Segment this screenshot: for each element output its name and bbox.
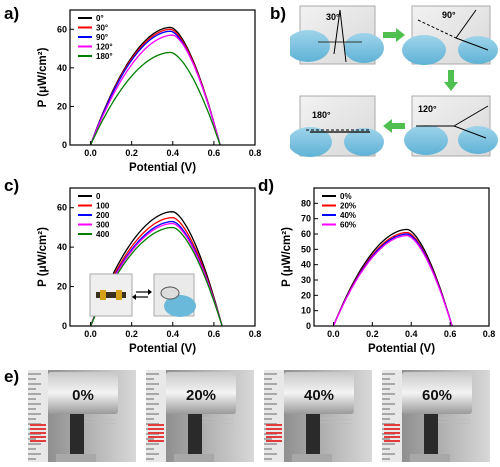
bend-photo-30: 30° (290, 5, 384, 65)
series-line-3 (332, 234, 453, 327)
strain-label: 20% (186, 387, 216, 404)
series-line-4 (90, 51, 221, 146)
legend-label: 400 (96, 230, 110, 239)
y-tick-label: 50 (301, 244, 311, 254)
stretch-photo-0: 0% (28, 370, 136, 462)
bend-angle-label: 30° (326, 12, 340, 22)
panel-label-b: b) (270, 4, 287, 23)
series-line-3 (89, 34, 221, 146)
x-tick-label: 0.8 (249, 329, 262, 339)
arrow-left-icon (132, 294, 136, 300)
y-tick-label: 20 (57, 101, 67, 111)
x-tick-label: 0.6 (444, 329, 457, 339)
y-axis-title: P (μW/cm²) (37, 227, 49, 287)
x-tick-label: 0.8 (249, 148, 262, 158)
x-tick-label: 0.0 (84, 329, 97, 339)
chart-c: 0.0 0.2 0.4 0.6 0.8 0 20 40 60 Potential (V) P (μW… (37, 187, 262, 355)
legend-label: 90° (96, 33, 108, 42)
strain-label: 0% (72, 387, 94, 404)
legend-label: 40% (340, 211, 356, 220)
chart-d: 0.0 0.2 0.4 0.6 0.8 0 10 20 30 40 50 60 70 80 Potentia… (281, 187, 496, 355)
x-tick-label: 0.2 (125, 148, 138, 158)
series-line-0 (332, 228, 453, 327)
x-tick-label: 0.6 (208, 148, 221, 158)
y-axis-title: P (μW/cm²) (37, 47, 49, 107)
series-line-1 (332, 231, 453, 327)
y-tick-label: 0 (62, 140, 67, 150)
bend-photo-90: 90° (402, 5, 498, 65)
y-tick-label: 10 (301, 306, 311, 316)
strain-label: 60% (422, 387, 452, 404)
strain-label: 40% (304, 387, 334, 404)
x-tick-label: 0.8 (483, 329, 496, 339)
legend-label: 60% (340, 221, 356, 230)
y-tick-label: 60 (57, 24, 67, 34)
y-tick-label: 40 (301, 260, 311, 270)
arrow-right-icon (383, 28, 405, 42)
y-tick-label: 60 (301, 229, 311, 239)
y-tick-label: 20 (57, 282, 67, 292)
y-tick-label: 70 (301, 214, 311, 224)
y-tick-label: 20 (301, 290, 311, 300)
panel-label-c: c) (4, 176, 20, 195)
chart-a: 0.0 0.2 0.4 0.6 0.8 0 20 40 60 Potential (V) P (μW… (37, 9, 262, 174)
panel-label-d: d) (258, 176, 275, 195)
stretch-photo-3: 60% (382, 370, 490, 462)
bend-angle-label: 180° (312, 110, 331, 120)
panel-label-a: a) (4, 4, 20, 23)
x-tick-label: 0.4 (405, 329, 418, 339)
legend-label: 0° (96, 14, 104, 23)
bend-photo-180: 180° (290, 95, 384, 157)
plot-frame (313, 187, 490, 327)
device-inset (89, 273, 196, 317)
legend-label: 0% (340, 192, 352, 201)
y-tick-label: 0 (306, 321, 311, 331)
x-tick-label: 0.0 (84, 148, 97, 158)
legend-label: 30° (96, 24, 108, 33)
legend-label: 300 (96, 221, 110, 230)
bend-angle-label: 90° (442, 10, 456, 20)
legend-label: 20% (340, 202, 356, 211)
stretch-photo-2: 40% (264, 370, 372, 462)
y-tick-label: 40 (57, 63, 67, 73)
x-axis-title: Potential (V) (129, 343, 196, 355)
y-tick-label: 40 (57, 242, 67, 252)
x-axis-title: Potential (V) (368, 343, 435, 355)
bend-photo-sequence: 30° 90° 120° 180° (290, 5, 498, 157)
legend-label: 100 (96, 202, 110, 211)
x-tick-label: 0.2 (366, 329, 379, 339)
x-tick-label: 0.0 (327, 329, 340, 339)
bend-angle-label: 120° (418, 104, 437, 114)
panel-label-e: e) (4, 367, 20, 386)
series-line-2 (332, 233, 453, 327)
legend-label: 200 (96, 211, 110, 220)
plot-frame (69, 187, 256, 327)
bend-photo-120: 120° (404, 95, 498, 157)
arrow-down-icon (444, 70, 458, 91)
stretch-photo-1: 20% (146, 370, 254, 462)
y-tick-label: 80 (301, 198, 311, 208)
stretch-photo-sequence: 0% 20% 40% 60% (28, 370, 490, 462)
x-axis-title: Potential (V) (129, 162, 196, 174)
arrow-left-icon (383, 119, 405, 133)
legend-label: 0 (96, 192, 101, 201)
y-axis-title: P (μW/cm²) (281, 227, 293, 287)
y-tick-label: 60 (57, 203, 67, 213)
plot-frame (69, 9, 256, 146)
y-tick-label: 30 (301, 275, 311, 285)
legend-label: 120° (96, 43, 113, 52)
x-tick-label: 0.4 (167, 329, 180, 339)
x-tick-label: 0.4 (167, 148, 180, 158)
x-tick-label: 0.6 (208, 329, 221, 339)
y-tick-label: 0 (62, 321, 67, 331)
legend-label: 180° (96, 52, 113, 61)
x-tick-label: 0.2 (125, 329, 138, 339)
arrow-right-icon (148, 289, 152, 295)
